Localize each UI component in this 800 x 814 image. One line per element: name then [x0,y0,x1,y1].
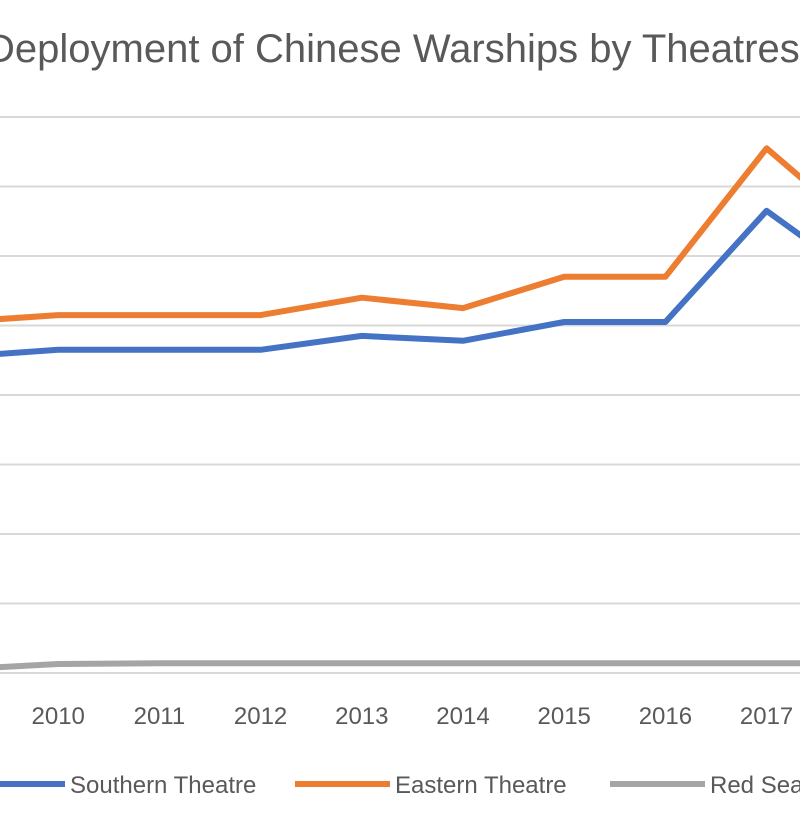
legend-label: Southern Theatre [70,772,256,799]
legend-label: Eastern Theatre [395,772,567,799]
series-line-red-sea [0,660,800,671]
x-tick-label: 2016 [639,703,692,730]
series-line-eastern-theatre [0,145,800,323]
legend-label: Red Sea [710,772,800,799]
series-line-southern-theatre [0,207,800,357]
series-lines [0,145,800,671]
x-tick-label: 2014 [436,703,489,730]
x-tick-label: 2010 [32,703,85,730]
x-tick-label: 2015 [538,703,591,730]
x-tick-label: 2012 [234,703,287,730]
x-tick-label: 2013 [335,703,388,730]
x-tick-label: 2011 [134,703,186,730]
x-axis-tick-labels: 2010 2011 2012 2013 2014 2015 2016 2017 [32,703,794,730]
legend: Southern Theatre Eastern Theatre Red Sea [0,772,800,799]
chart-title: Deployment of Chinese Warships by Theatr… [0,27,800,71]
gridlines [0,116,800,674]
x-tick-label: 2017 [740,703,793,730]
